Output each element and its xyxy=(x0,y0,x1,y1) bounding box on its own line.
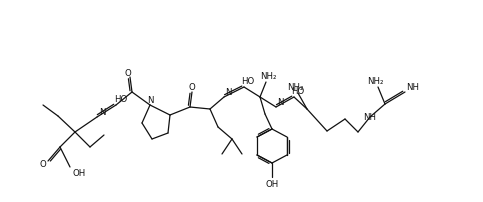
Text: N: N xyxy=(225,88,231,97)
Text: HO: HO xyxy=(114,95,128,104)
Text: NH₂: NH₂ xyxy=(287,83,303,92)
Text: NH₂: NH₂ xyxy=(260,72,276,81)
Text: NH: NH xyxy=(407,83,420,92)
Text: NH: NH xyxy=(364,113,377,122)
Text: O: O xyxy=(40,160,46,169)
Text: O: O xyxy=(125,68,131,77)
Text: OH: OH xyxy=(265,180,279,188)
Text: O: O xyxy=(189,83,196,92)
Text: N: N xyxy=(147,96,153,105)
Text: OH: OH xyxy=(72,169,85,178)
Text: NH₂: NH₂ xyxy=(367,77,383,86)
Text: HO: HO xyxy=(242,77,255,86)
Text: N: N xyxy=(99,108,105,117)
Text: N: N xyxy=(277,98,283,107)
Text: HO: HO xyxy=(291,87,305,96)
